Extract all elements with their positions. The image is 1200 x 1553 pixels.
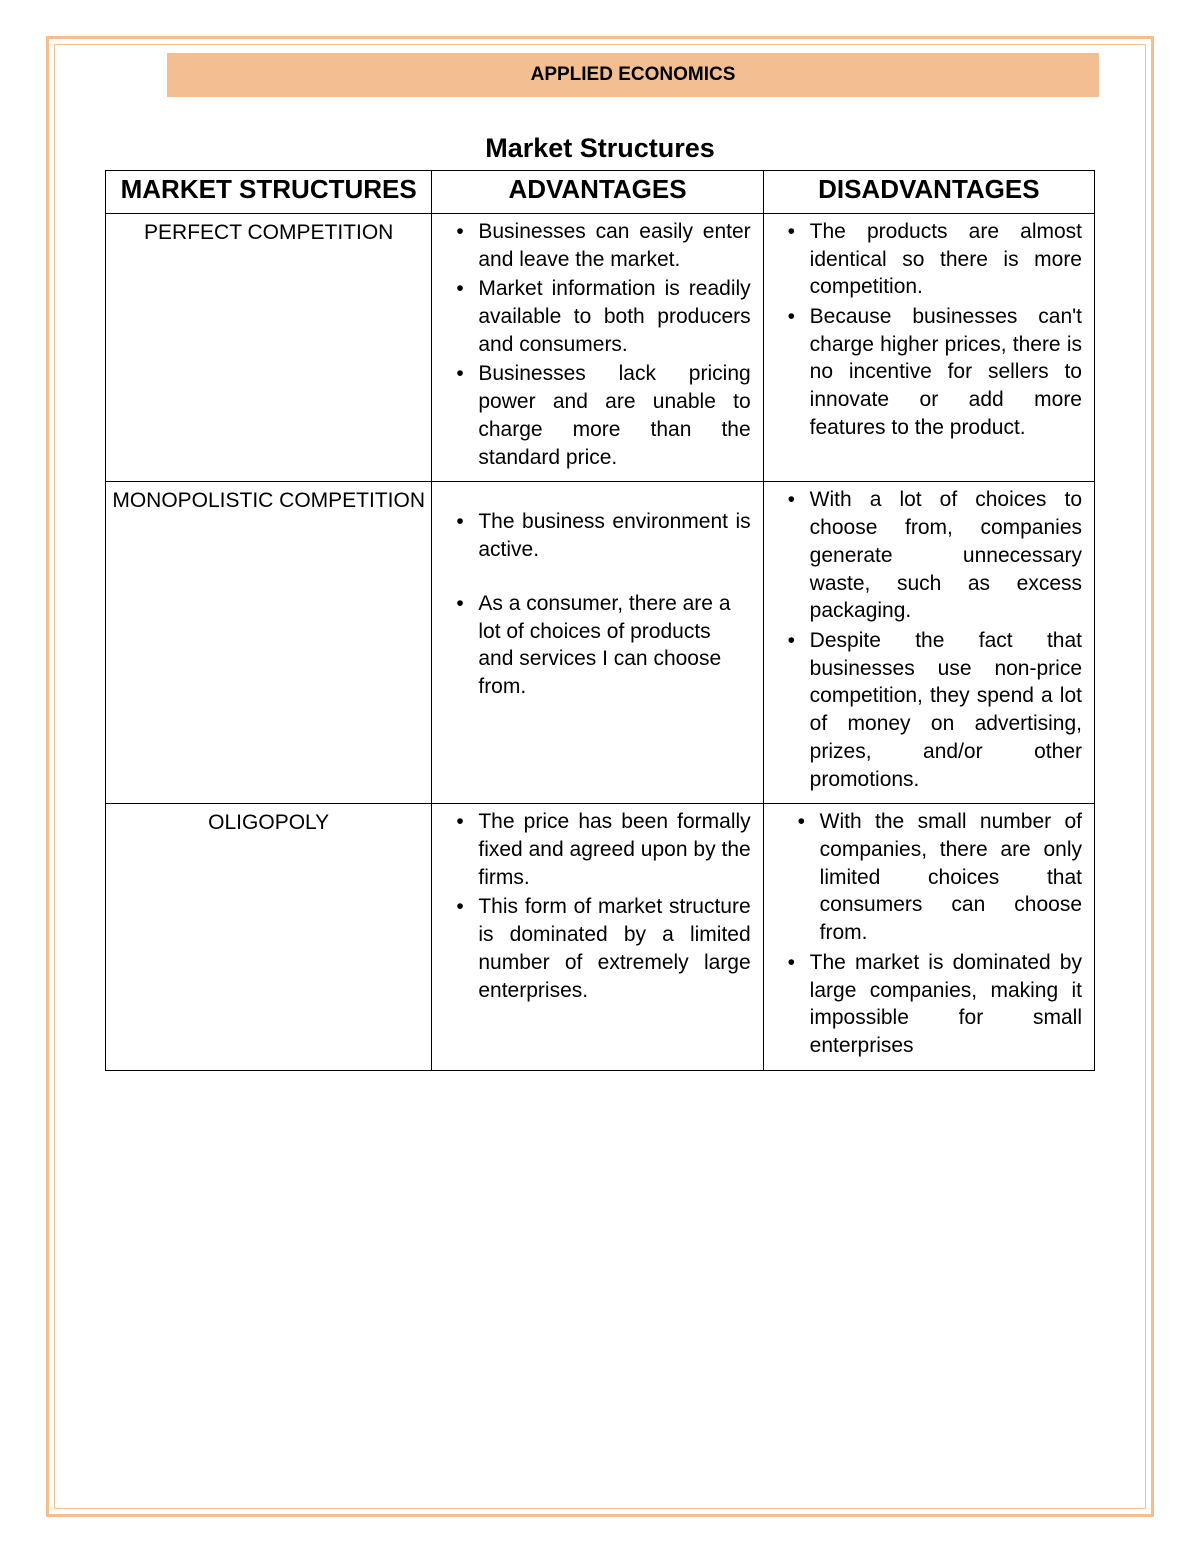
structure-name: OLIGOPOLY xyxy=(112,808,425,836)
disadvantages-cell: With the small number of companies, ther… xyxy=(763,804,1094,1070)
course-banner: APPLIED ECONOMICS xyxy=(167,53,1099,97)
list-item: The business environment is active. xyxy=(444,508,750,563)
list-item: The price has been formally fixed and ag… xyxy=(444,808,750,891)
structure-name-cell: MONOPOLISTIC COMPETITION xyxy=(106,482,432,804)
table-row: PERFECT COMPETITION Businesses can easil… xyxy=(106,213,1095,481)
structure-name: MONOPOLISTIC COMPETITION xyxy=(112,486,425,514)
table-header-row: MARKET STRUCTURES ADVANTAGES DISADVANTAG… xyxy=(106,171,1095,214)
list-item: The products are almost identical so the… xyxy=(776,218,1082,301)
market-structures-table: MARKET STRUCTURES ADVANTAGES DISADVANTAG… xyxy=(105,170,1095,1071)
advantages-cell: The business environment is active. As a… xyxy=(432,482,763,804)
list-item: Because businesses can't charge higher p… xyxy=(776,303,1082,442)
list-item: The market is dominated by large compani… xyxy=(776,949,1082,1060)
inner-border: APPLIED ECONOMICS Market Structures MARK… xyxy=(54,44,1146,1509)
table-row: OLIGOPOLY The price has been formally fi… xyxy=(106,804,1095,1070)
advantages-list: The business environment is active. As a… xyxy=(438,486,756,700)
disadvantages-cell: The products are almost identical so the… xyxy=(763,213,1094,481)
advantages-list: Businesses can easily enter and leave th… xyxy=(438,218,756,471)
advantages-cell: The price has been formally fixed and ag… xyxy=(432,804,763,1070)
advantages-list: The price has been formally fixed and ag… xyxy=(438,808,756,1004)
structure-name-cell: PERFECT COMPETITION xyxy=(106,213,432,481)
col-header-advantages: ADVANTAGES xyxy=(432,171,763,214)
outer-border: APPLIED ECONOMICS Market Structures MARK… xyxy=(46,36,1154,1517)
list-item: Businesses can easily enter and leave th… xyxy=(444,218,750,273)
list-item: As a consumer, there are a lot of choice… xyxy=(444,590,750,701)
advantages-cell: Businesses can easily enter and leave th… xyxy=(432,213,763,481)
table-row: MONOPOLISTIC COMPETITION The business en… xyxy=(106,482,1095,804)
col-header-disadvantages: DISADVANTAGES xyxy=(763,171,1094,214)
list-item: Market information is readily available … xyxy=(444,275,750,358)
list-item: Despite the fact that businesses use non… xyxy=(776,627,1082,793)
list-item: With a lot of choices to choose from, co… xyxy=(776,486,1082,625)
list-item: With the small number of companies, ther… xyxy=(776,808,1082,947)
page-title: Market Structures xyxy=(105,133,1095,164)
col-header-structures: MARKET STRUCTURES xyxy=(106,171,432,214)
list-item: This form of market structure is dominat… xyxy=(444,893,750,1004)
disadvantages-cell: With a lot of choices to choose from, co… xyxy=(763,482,1094,804)
disadvantages-list: With the small number of companies, ther… xyxy=(770,808,1088,1059)
structure-name-cell: OLIGOPOLY xyxy=(106,804,432,1070)
list-item: Businesses lack pricing power and are un… xyxy=(444,360,750,471)
disadvantages-list: With a lot of choices to choose from, co… xyxy=(770,486,1088,793)
structure-name: PERFECT COMPETITION xyxy=(112,218,425,246)
disadvantages-list: The products are almost identical so the… xyxy=(770,218,1088,442)
